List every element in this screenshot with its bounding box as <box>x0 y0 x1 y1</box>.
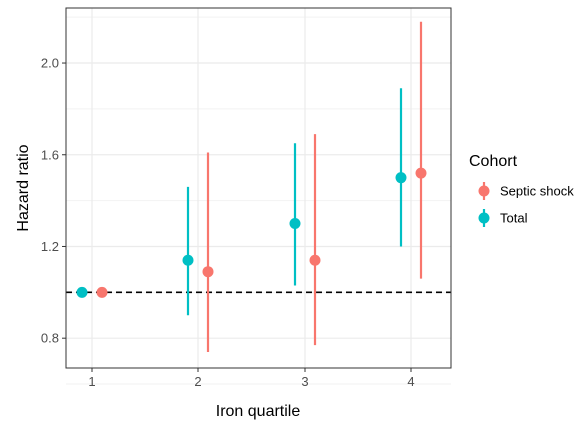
legend-label-total: Total <box>500 211 528 226</box>
y-tick-label: 1.2 <box>41 239 59 254</box>
y-tick-label: 2.0 <box>41 56 59 71</box>
x-tick-label: 3 <box>301 374 308 389</box>
y-tick-label: 1.6 <box>41 147 59 162</box>
x-axis-ticks: 1 2 3 4 <box>88 368 415 389</box>
point-range-marks <box>76 21 427 352</box>
panel-background <box>65 7 452 369</box>
major-gridlines <box>66 8 451 368</box>
total-point <box>395 172 407 184</box>
legend-key-septic-shock-point <box>478 185 490 197</box>
panel-border <box>65 7 452 369</box>
y-tick-label: 0.8 <box>41 331 59 346</box>
legend-key-total-point <box>478 212 490 224</box>
septic-shock-point <box>415 167 427 179</box>
x-tick-label: 4 <box>407 374 414 389</box>
x-tick-label: 2 <box>194 374 201 389</box>
legend-title: Cohort <box>469 153 518 170</box>
septic-shock-point <box>96 286 108 298</box>
y-axis-ticks: 0.8 1.2 1.6 2.0 <box>41 56 66 346</box>
total-point <box>182 254 194 266</box>
x-tick-label: 1 <box>88 374 95 389</box>
legend-label-septic-shock: Septic shock <box>500 184 574 199</box>
total-point <box>289 218 301 230</box>
x-axis-title: Iron quartile <box>216 403 301 420</box>
total-point <box>76 286 88 298</box>
septic-shock-point <box>309 254 321 266</box>
y-axis-title: Hazard ratio <box>15 144 32 231</box>
septic-shock-point <box>202 266 214 278</box>
legend: Cohort Septic shock Total <box>469 153 574 227</box>
